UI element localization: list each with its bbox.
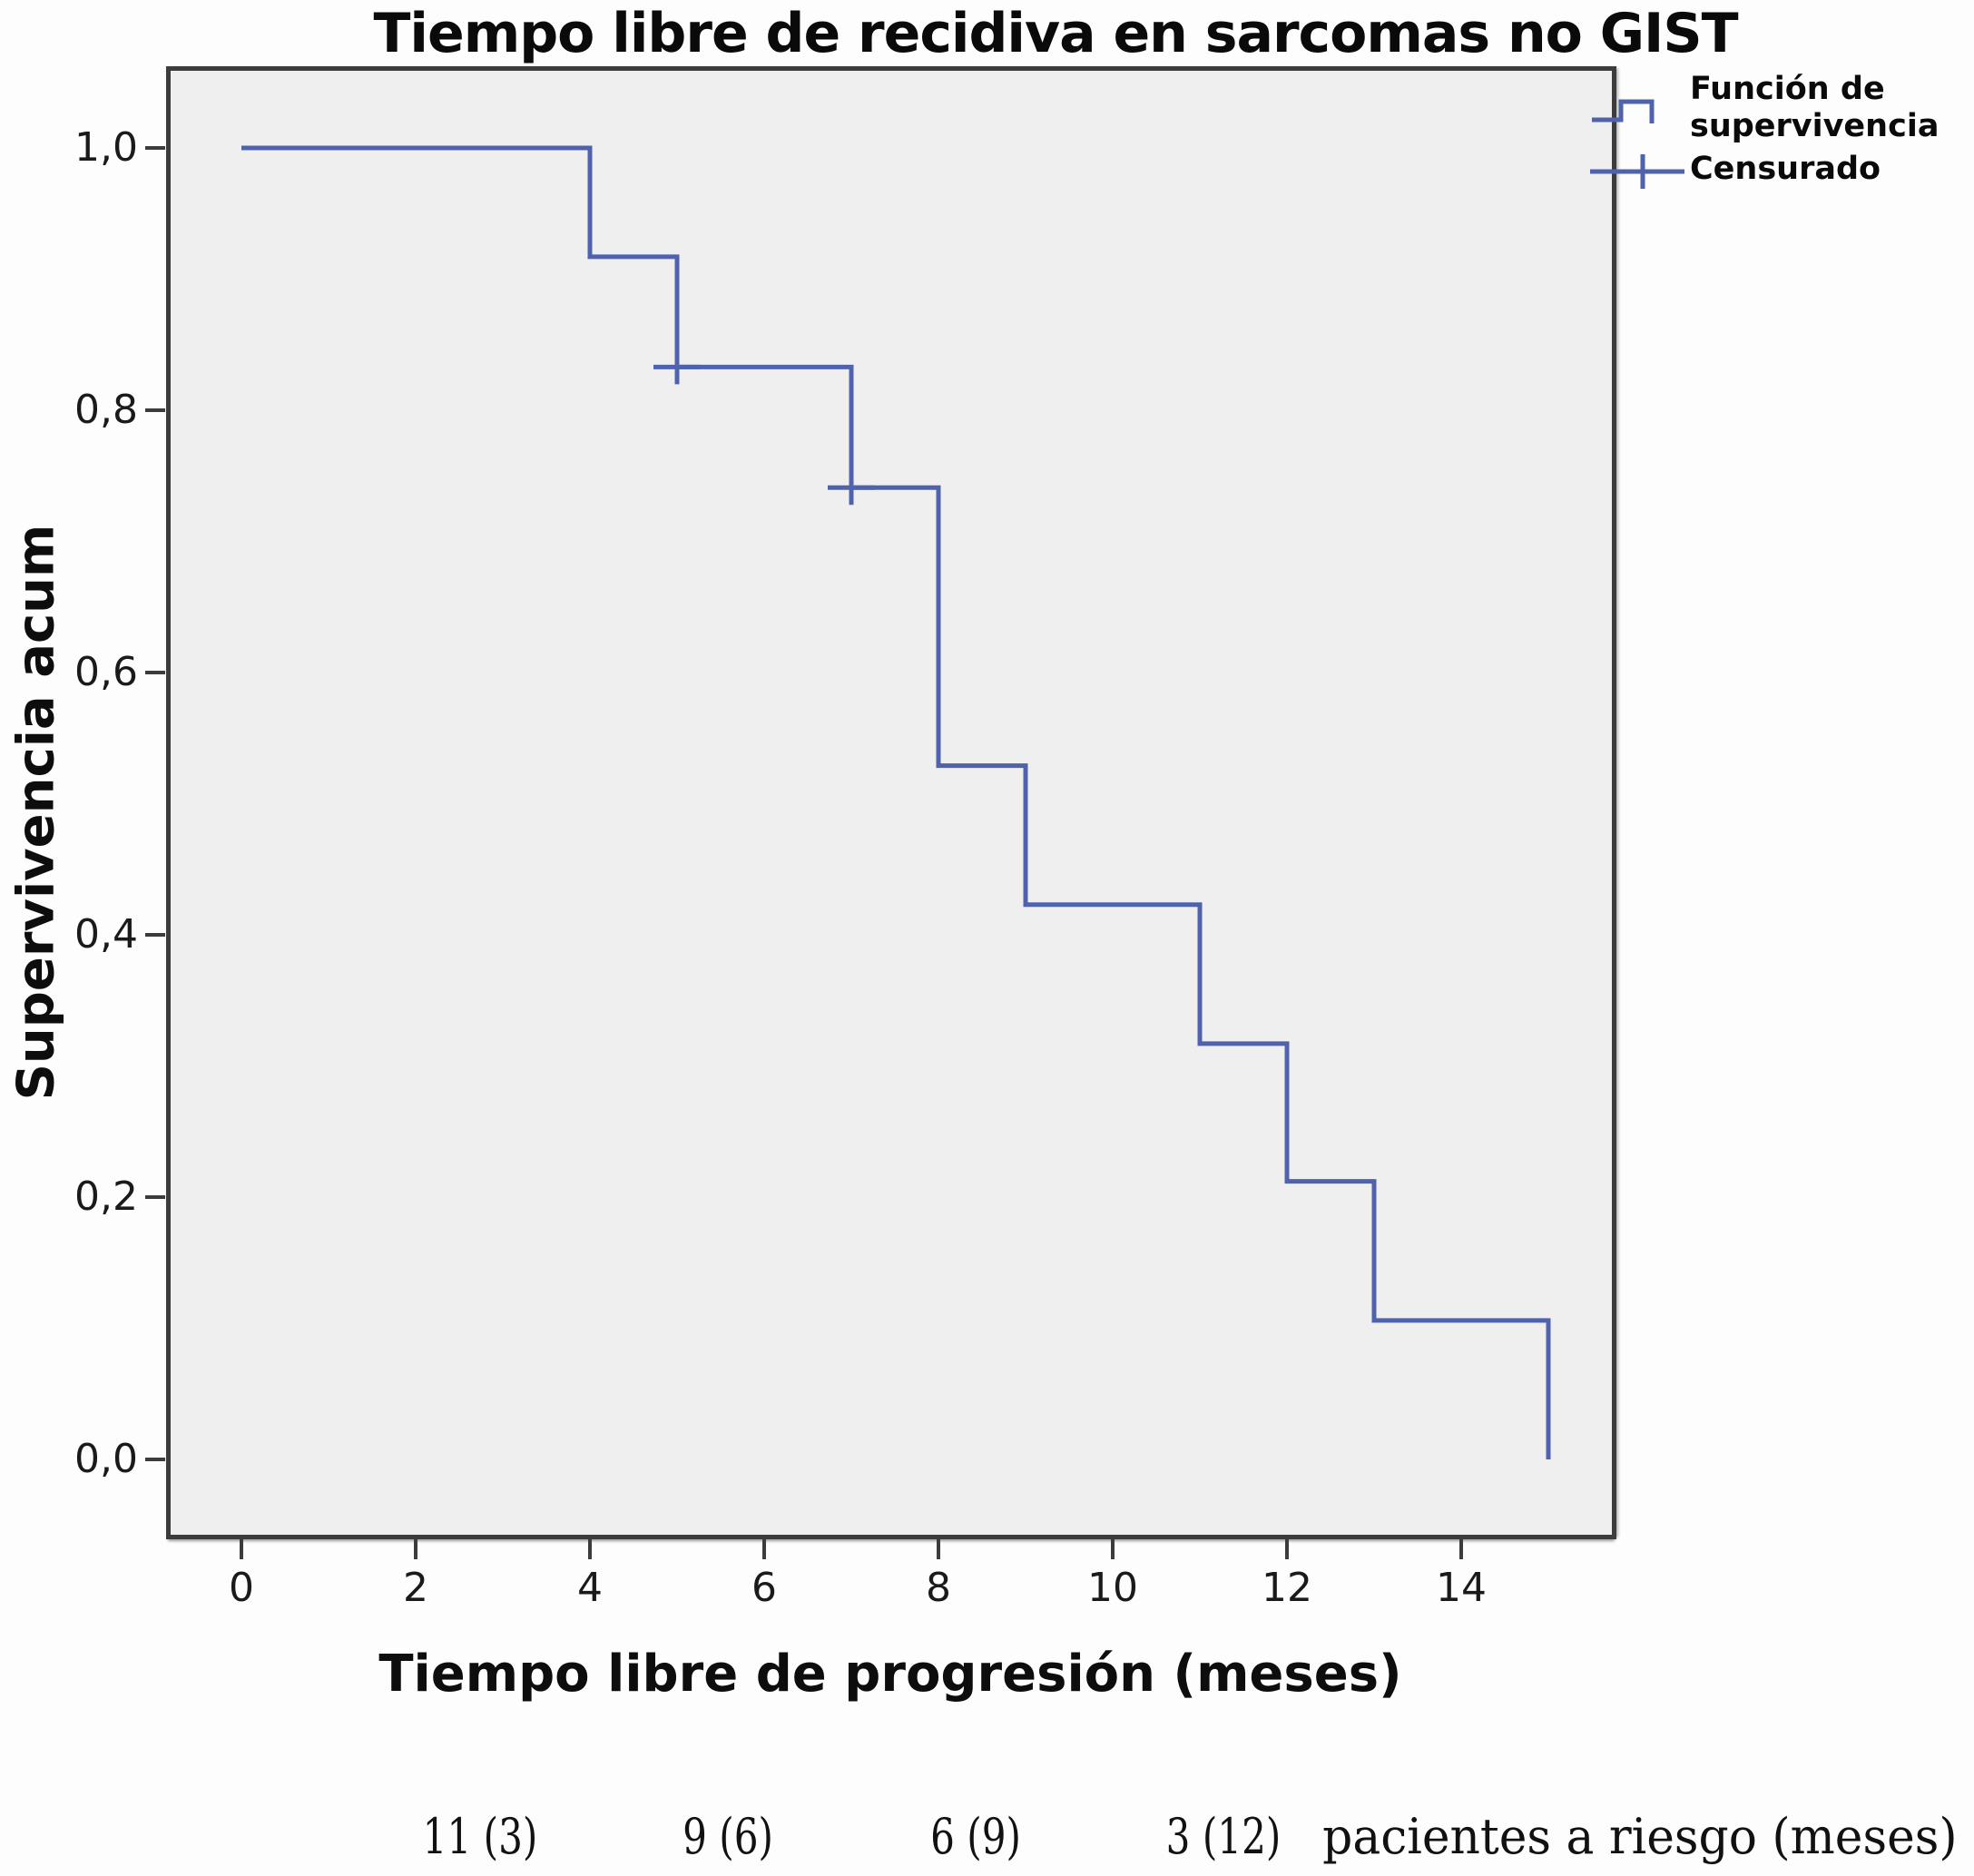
legend: Función de supervivencia Censurado <box>1588 71 1974 192</box>
at-risk-note: pacientes a riesgo (meses) <box>1322 1808 1958 1865</box>
chart-title: Tiempo libre de recidiva en sarcomas no … <box>373 2 1739 65</box>
y-tick-label: 0,0 <box>74 1436 138 1482</box>
censored-plus-marker-icon <box>1590 154 1684 189</box>
legend-item-survival: Función de supervivencia <box>1588 71 1974 145</box>
legend-label-survival: Función de supervivencia <box>1690 71 1940 144</box>
legend-item-censored: Censurado <box>1588 151 1974 192</box>
plot-area <box>166 66 1616 1539</box>
y-tick-label: 0,8 <box>74 387 138 433</box>
at-risk-entry: 9 (6) <box>683 1808 773 1865</box>
x-tick-label: 8 <box>926 1565 951 1611</box>
y-tick-label: 1,0 <box>74 124 138 171</box>
y-axis-title: Supervivencia acum <box>6 524 66 1101</box>
legend-label-censored: Censurado <box>1690 151 1881 187</box>
x-tick-label: 4 <box>577 1565 603 1611</box>
y-tick-label: 0,6 <box>74 649 138 695</box>
x-tick-label: 0 <box>229 1565 254 1611</box>
x-tick-label: 14 <box>1436 1565 1487 1611</box>
y-tick-label: 0,4 <box>74 911 138 958</box>
y-tick-label: 0,2 <box>74 1174 138 1220</box>
at-risk-entry: 11 (3) <box>422 1808 538 1865</box>
x-tick-label: 10 <box>1087 1565 1138 1611</box>
survival-step-marker-icon <box>1592 99 1655 123</box>
at-risk-entry: 3 (12) <box>1165 1808 1282 1865</box>
at-risk-entry: 6 (9) <box>930 1808 1021 1865</box>
x-tick-label: 12 <box>1262 1565 1312 1611</box>
x-axis-title: Tiempo libre de progresión (meses) <box>378 1645 1402 1704</box>
x-tick-label: 6 <box>751 1565 777 1611</box>
x-tick-label: 2 <box>403 1565 428 1611</box>
